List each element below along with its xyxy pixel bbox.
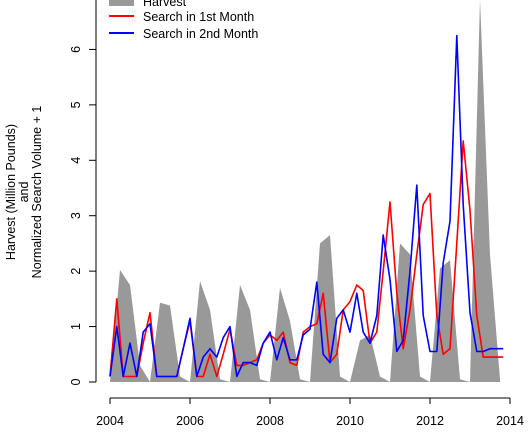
x-ticks: 2004 2006 2008 2010 2012 2014 — [96, 398, 524, 428]
x-tick-label-2014: 2014 — [496, 414, 524, 428]
y-ticks: 01234567 — [69, 46, 96, 385]
x-tick-label-2006: 2006 — [176, 414, 204, 428]
axes — [95, 0, 510, 399]
x-tick-label-2008: 2008 — [256, 414, 284, 428]
y-axis-title: Harvest (Million Pounds) and Normalized … — [4, 106, 44, 279]
y-axis-title-line-1: Harvest (Million Pounds) — [4, 124, 18, 260]
y-tick-label-4: 4 — [69, 157, 83, 164]
legend: Harvest Search in 1st Month Search in 2n… — [109, 0, 258, 41]
series-area-harvest — [110, 0, 500, 382]
y-tick-label-5: 5 — [69, 101, 83, 108]
plot-area — [109, 0, 504, 382]
y-tick-label-3: 3 — [69, 212, 83, 219]
series-line-search-in-2nd-month — [109, 34, 504, 378]
legend-label-search-2nd: Search in 2nd Month — [143, 27, 258, 41]
x-tick-label-2012: 2012 — [416, 414, 444, 428]
y-tick-label-1: 1 — [69, 323, 83, 330]
y-axis-title-line-3: Normalized Search Volume + 1 — [30, 106, 44, 279]
x-tick-label-2010: 2010 — [336, 414, 364, 428]
y-tick-label-0: 0 — [69, 378, 83, 385]
y-tick-label-2: 2 — [69, 268, 83, 275]
y-tick-label-6: 6 — [69, 46, 83, 53]
y-axis-title-line-2: and — [17, 182, 31, 203]
legend-swatch-harvest — [109, 0, 134, 6]
legend-label-search-1st: Search in 1st Month — [143, 10, 254, 24]
x-tick-label-2004: 2004 — [96, 414, 124, 428]
legend-label-harvest: Harvest — [143, 0, 187, 9]
